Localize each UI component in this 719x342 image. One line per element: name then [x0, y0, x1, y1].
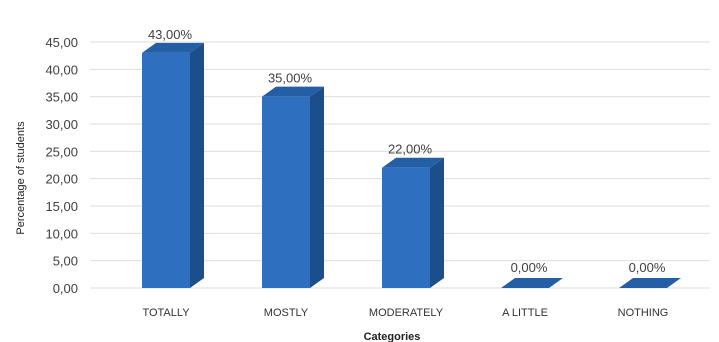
y-tick-label: 35,00 [45, 90, 78, 105]
bar-flat [619, 278, 681, 288]
x-tick-label: MOSTLY [264, 307, 309, 319]
data-labels: 43,00% 35,00% 22,00% 0,00% 0,00% [148, 27, 666, 275]
y-tick-label: 0,00 [53, 281, 78, 296]
y-axis-title: Percentage of students [15, 121, 27, 235]
x-tick-label: TOTALLY [142, 307, 190, 319]
bar-top [142, 42, 204, 53]
y-tick-label: 5,00 [53, 254, 78, 269]
x-tick-label: A LITTLE [502, 307, 548, 319]
bar [262, 86, 324, 289]
y-tick-label: 30,00 [45, 117, 78, 132]
y-tick-label: 25,00 [45, 144, 78, 159]
bar-front [262, 96, 310, 289]
bar-side [430, 157, 444, 288]
y-tick-label: 10,00 [45, 226, 78, 241]
bar-side [190, 42, 204, 288]
y-tick-label: 45,00 [45, 35, 78, 50]
bar [382, 157, 444, 288]
y-tick-label: 15,00 [45, 199, 78, 214]
bar-front [142, 52, 190, 288]
bar-front [382, 167, 430, 288]
data-label: 22,00% [388, 142, 433, 157]
x-axis-ticks: TOTALLY MOSTLY MODERATELY A LITTLE NOTHING [142, 307, 668, 319]
bar-top [262, 86, 324, 97]
bars [142, 42, 681, 289]
y-tick-label: 40,00 [45, 62, 78, 77]
x-tick-label: NOTHING [618, 307, 669, 319]
data-label: 0,00% [511, 260, 548, 275]
y-tick-label: 20,00 [45, 172, 78, 187]
data-label: 43,00% [148, 27, 193, 42]
bar-top [382, 157, 444, 168]
x-tick-label: MODERATELY [369, 307, 444, 319]
bar-side [310, 86, 324, 289]
data-label: 35,00% [268, 71, 313, 86]
y-axis-ticks: 0,00 5,00 10,00 15,00 20,00 25,00 30,00 35,00 40… [45, 35, 78, 296]
bar [142, 42, 204, 288]
data-label: 0,00% [629, 260, 666, 275]
bar [501, 278, 563, 288]
bar [619, 278, 681, 288]
x-axis-title: Categories [364, 331, 421, 342]
bar-flat [501, 278, 563, 288]
